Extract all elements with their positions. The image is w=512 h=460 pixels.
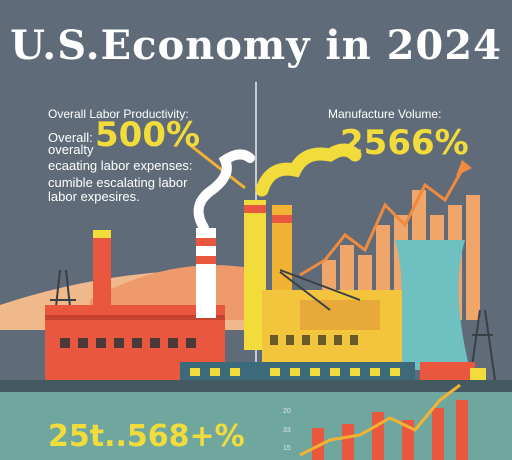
smoke-white [193, 149, 255, 233]
bottom-tick-label: 33 [283, 427, 291, 434]
manufacture-volume-value: 2566% [340, 123, 469, 163]
growth-arrow-icon [456, 160, 472, 176]
manufacture-volume-heading: Manufacture Volume: [328, 107, 442, 121]
overall-label: Overall: [48, 130, 93, 145]
left-text-line: cumible escalating labor [48, 175, 188, 190]
overall-value: 500% [95, 115, 201, 155]
left-text-line: overalty [48, 142, 94, 157]
pointer-arrow [189, 143, 246, 190]
bottom-tick-label: 15 [283, 445, 291, 452]
ground [0, 392, 512, 460]
bottom-stat-value: 25t..568+% [48, 419, 245, 454]
cooling-tower [390, 240, 470, 370]
ground-strip [0, 380, 512, 392]
page-title: U.S.Economy in 2024 [10, 22, 502, 69]
bottom-trend-line [299, 383, 461, 457]
factory-center [262, 269, 402, 365]
left-text-line: labor expesires. [48, 189, 140, 204]
left-text-line: ecaating labor expenses: [48, 158, 193, 173]
growth-line [299, 169, 464, 277]
bottom-tick-label: 20 [283, 408, 291, 415]
labor-productivity-heading: Overall Labor Productivity: [48, 107, 189, 121]
warehouse [180, 362, 415, 384]
bottom-bar-chart [299, 383, 468, 460]
smoke-yellow [255, 143, 362, 197]
factory-left [45, 230, 225, 380]
